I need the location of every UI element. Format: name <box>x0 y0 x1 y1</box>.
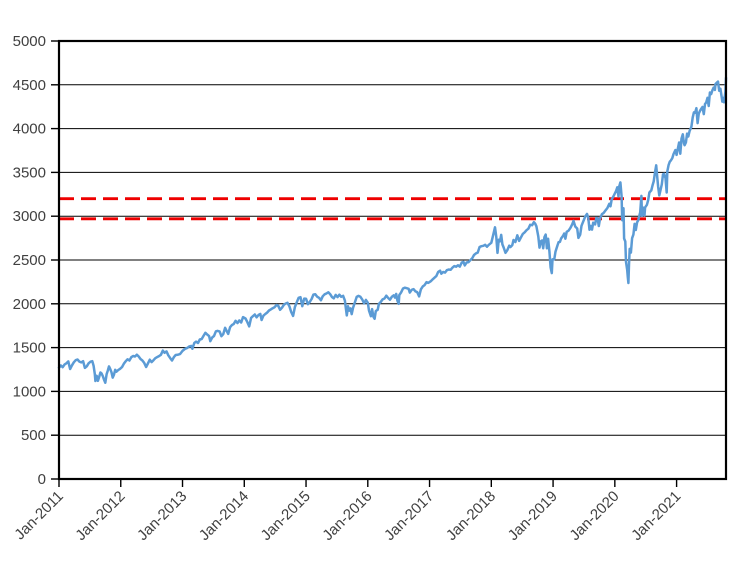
x-tick-label: Jan-2018 <box>443 488 499 544</box>
y-tick-label: 4000 <box>13 121 46 138</box>
y-tick-label: 5000 <box>13 33 46 50</box>
x-tick-label: Jan-2017 <box>381 488 437 544</box>
series-blue-line <box>57 76 728 384</box>
y-tick-label: 1500 <box>13 340 46 357</box>
y-tick-label: 1000 <box>13 383 46 400</box>
x-tick-label: Jan-2020 <box>566 488 622 544</box>
y-tick-label: 3000 <box>13 208 46 225</box>
x-tick-label: Jan-2016 <box>319 488 375 544</box>
y-tick-label: 2500 <box>13 252 46 269</box>
x-tick-label: Jan-2011 <box>11 488 66 543</box>
y-tick-label: 3500 <box>13 164 46 181</box>
y-tick-label: 500 <box>21 427 46 444</box>
x-tick-label: Jan-2021 <box>628 488 684 544</box>
y-tick-label: 0 <box>38 471 46 488</box>
x-tick-label: Jan-2015 <box>258 488 314 544</box>
x-tick-label: Jan-2013 <box>134 488 190 544</box>
y-tick-label: 2000 <box>13 296 46 313</box>
x-tick-label: Jan-2014 <box>196 488 252 544</box>
y-tick-label: 4500 <box>13 77 46 94</box>
x-tick-label: Jan-2019 <box>505 488 561 544</box>
x-tick-label: Jan-2012 <box>72 488 128 544</box>
